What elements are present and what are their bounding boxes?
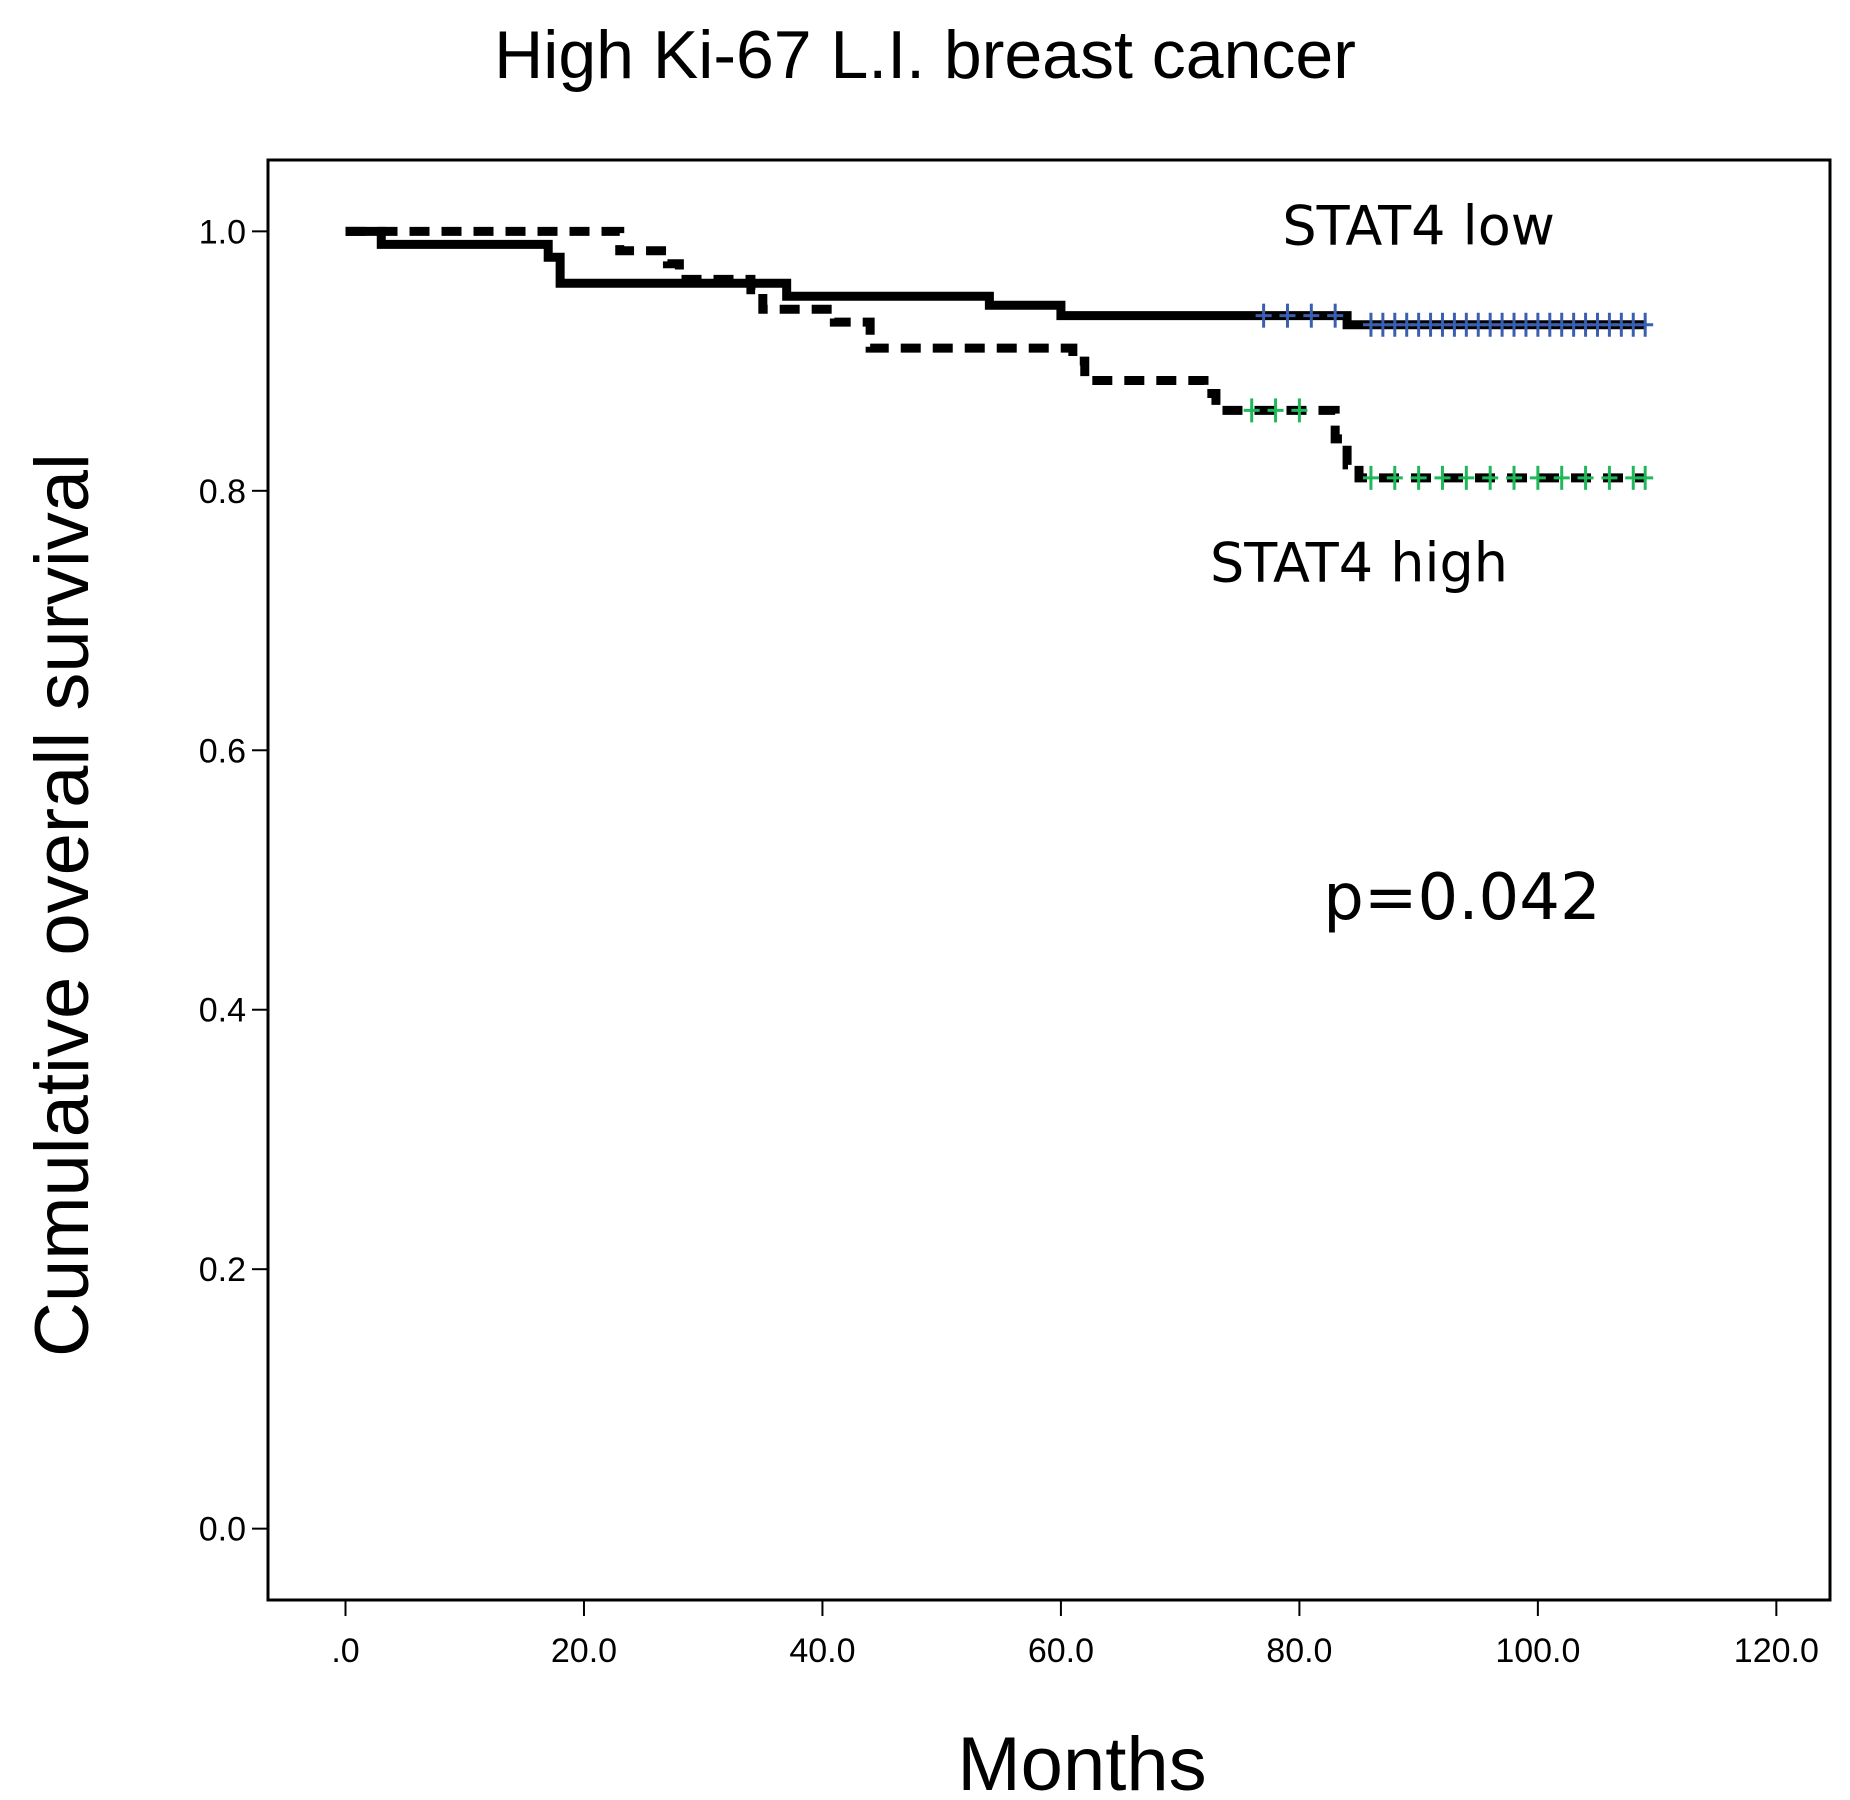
censor-mark-stat4-high xyxy=(1291,398,1308,423)
x-tick-label: 120.0 xyxy=(1734,1632,1819,1670)
censor-mark-stat4-low xyxy=(1303,303,1320,328)
x-axis-label: Months xyxy=(957,1722,1206,1800)
censor-mark-stat4-low xyxy=(1637,312,1654,337)
censor-mark-stat4-high xyxy=(1434,465,1451,490)
x-tick-label: 60.0 xyxy=(1028,1632,1094,1670)
censor-mark-stat4-high xyxy=(1410,465,1427,490)
x-axis-ticks: .0 20.0 40.0 60.0 80.0 100.0 120.0 xyxy=(331,1600,1819,1670)
x-tick-label: 40.0 xyxy=(789,1632,855,1670)
censor-mark-stat4-high xyxy=(1529,465,1546,490)
p-value-annotation: p=0.042 xyxy=(1323,861,1600,935)
censor-mark-stat4-high xyxy=(1243,398,1260,423)
chart-title: High Ki-67 L.I. breast cancer xyxy=(494,17,1356,93)
censor-mark-stat4-high xyxy=(1601,465,1618,490)
x-tick-label: .0 xyxy=(331,1632,359,1670)
annotation-stat4-low: STAT4 low xyxy=(1282,194,1555,257)
x-tick-label: 80.0 xyxy=(1266,1632,1332,1670)
y-tick-label: 0.0 xyxy=(199,1511,246,1549)
y-axis-ticks: 0.0 0.2 0.4 0.6 0.8 1.0 xyxy=(199,213,268,1549)
annotation-stat4-high: STAT4 high xyxy=(1210,532,1508,595)
plot-frame xyxy=(266,158,1832,1602)
x-tick-label: 20.0 xyxy=(551,1632,617,1670)
y-tick-label: 1.0 xyxy=(199,213,246,251)
x-tick-label: 100.0 xyxy=(1495,1632,1580,1670)
y-tick-label: 0.8 xyxy=(199,473,246,511)
censor-mark-stat4-high xyxy=(1267,398,1284,423)
censor-mark-stat4-low xyxy=(1279,303,1296,328)
censor-mark-stat4-low xyxy=(1255,303,1272,328)
censor-mark-stat4-high xyxy=(1506,465,1523,490)
censor-mark-stat4-low xyxy=(1327,303,1344,328)
censor-mark-stat4-high xyxy=(1386,465,1403,490)
y-axis-label: Cumulative overall survival xyxy=(20,453,105,1357)
censor-markers xyxy=(1243,303,1654,490)
censor-mark-stat4-high xyxy=(1553,465,1570,490)
series-line-stat4-high xyxy=(345,226,1646,483)
censor-mark-stat4-high xyxy=(1458,465,1475,490)
y-tick-label: 0.2 xyxy=(199,1251,246,1289)
censor-mark-stat4-high xyxy=(1482,465,1499,490)
censor-mark-stat4-high xyxy=(1577,465,1594,490)
y-tick-label: 0.4 xyxy=(199,992,246,1030)
censor-mark-stat4-high xyxy=(1637,465,1654,490)
y-tick-label: 0.6 xyxy=(199,732,246,770)
censor-mark-stat4-high xyxy=(1362,465,1379,490)
